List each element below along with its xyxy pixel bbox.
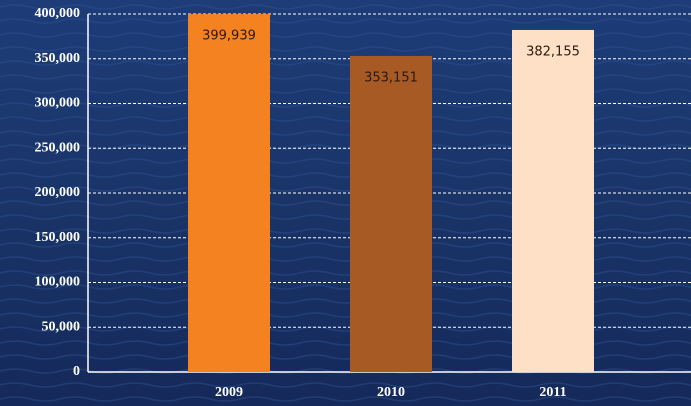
bar bbox=[350, 56, 432, 372]
x-tick-label: 2009 bbox=[215, 385, 243, 400]
y-tick-label: 50,000 bbox=[42, 319, 81, 334]
y-tick-label: 0 bbox=[73, 364, 80, 379]
chart: 0 50,000 100,000 150,000 200,000 250,000 300,0… bbox=[0, 0, 691, 406]
x-tick-label: 2010 bbox=[377, 385, 405, 400]
x-tick-label: 2011 bbox=[539, 385, 566, 400]
y-tick-label: 100,000 bbox=[35, 275, 81, 290]
y-tick-label: 400,000 bbox=[35, 6, 81, 21]
y-tick-label: 150,000 bbox=[35, 230, 81, 245]
y-tick-label: 350,000 bbox=[35, 51, 81, 66]
value-label: 399,939 bbox=[202, 29, 256, 44]
value-label: 382,155 bbox=[526, 44, 580, 59]
y-tick-label: 250,000 bbox=[35, 140, 81, 155]
y-tick-label: 200,000 bbox=[35, 185, 81, 200]
bar bbox=[512, 30, 594, 372]
bar bbox=[188, 14, 270, 372]
value-label: 353,151 bbox=[364, 70, 418, 85]
y-tick-label: 300,000 bbox=[35, 96, 81, 111]
